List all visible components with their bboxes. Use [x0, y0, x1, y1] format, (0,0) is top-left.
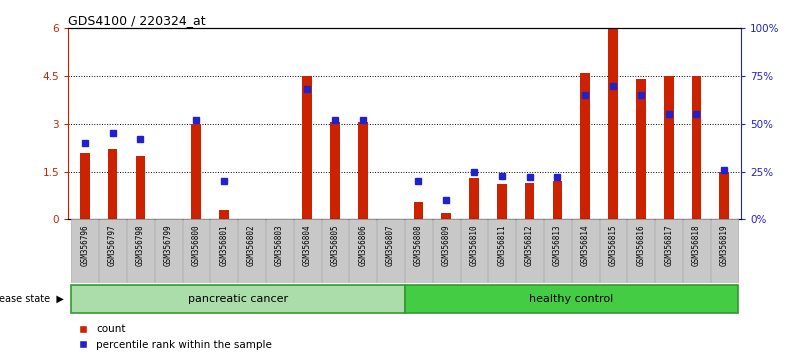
FancyBboxPatch shape [183, 219, 209, 283]
Text: GSM356801: GSM356801 [219, 224, 228, 266]
Text: GSM356814: GSM356814 [581, 224, 590, 266]
Text: GSM356811: GSM356811 [497, 224, 506, 266]
FancyBboxPatch shape [294, 219, 320, 283]
Text: GDS4100 / 220324_at: GDS4100 / 220324_at [68, 14, 206, 27]
FancyBboxPatch shape [711, 219, 738, 283]
Bar [719, 172, 729, 219]
Text: GSM356800: GSM356800 [191, 224, 200, 266]
Text: GSM356799: GSM356799 [163, 224, 173, 266]
FancyBboxPatch shape [600, 219, 626, 283]
FancyBboxPatch shape [461, 219, 487, 283]
FancyBboxPatch shape [322, 219, 348, 283]
Bar [691, 76, 702, 219]
FancyBboxPatch shape [377, 219, 404, 283]
Text: GSM356804: GSM356804 [303, 224, 312, 266]
FancyBboxPatch shape [71, 219, 98, 283]
Text: GSM356813: GSM356813 [553, 224, 562, 266]
Legend: count, percentile rank within the sample: count, percentile rank within the sample [74, 320, 276, 354]
FancyBboxPatch shape [489, 219, 515, 283]
FancyBboxPatch shape [627, 219, 654, 283]
Text: disease state  ▶: disease state ▶ [0, 294, 64, 304]
FancyBboxPatch shape [517, 219, 543, 283]
FancyBboxPatch shape [266, 219, 292, 283]
Bar [330, 122, 340, 219]
Text: GSM356797: GSM356797 [108, 224, 117, 266]
Text: GSM356819: GSM356819 [720, 224, 729, 266]
FancyBboxPatch shape [70, 285, 405, 314]
Text: GSM356817: GSM356817 [664, 224, 673, 266]
Bar [80, 153, 90, 219]
Bar [358, 122, 368, 219]
FancyBboxPatch shape [349, 219, 376, 283]
FancyBboxPatch shape [405, 285, 739, 314]
Text: GSM356798: GSM356798 [136, 224, 145, 266]
Text: GSM356803: GSM356803 [275, 224, 284, 266]
Text: GSM356818: GSM356818 [692, 224, 701, 266]
FancyBboxPatch shape [572, 219, 598, 283]
FancyBboxPatch shape [211, 219, 237, 283]
FancyBboxPatch shape [99, 219, 126, 283]
Bar [581, 73, 590, 219]
FancyBboxPatch shape [683, 219, 710, 283]
Text: GSM356806: GSM356806 [358, 224, 368, 266]
Bar [525, 183, 534, 219]
Bar [553, 181, 562, 219]
Bar [219, 210, 228, 219]
Text: pancreatic cancer: pancreatic cancer [187, 294, 288, 304]
Text: healthy control: healthy control [529, 294, 614, 304]
Bar [135, 156, 145, 219]
FancyBboxPatch shape [655, 219, 682, 283]
Bar [413, 202, 423, 219]
Text: GSM356805: GSM356805 [331, 224, 340, 266]
FancyBboxPatch shape [238, 219, 265, 283]
Text: GSM356808: GSM356808 [414, 224, 423, 266]
Bar [441, 213, 451, 219]
Text: GSM356810: GSM356810 [469, 224, 478, 266]
Bar [664, 76, 674, 219]
Text: GSM356815: GSM356815 [609, 224, 618, 266]
Text: GSM356807: GSM356807 [386, 224, 395, 266]
Text: GSM356809: GSM356809 [441, 224, 451, 266]
Bar [469, 178, 479, 219]
Text: GSM356796: GSM356796 [80, 224, 89, 266]
Bar [191, 124, 201, 219]
FancyBboxPatch shape [127, 219, 154, 283]
Text: GSM356802: GSM356802 [247, 224, 256, 266]
FancyBboxPatch shape [544, 219, 571, 283]
Bar [302, 76, 312, 219]
FancyBboxPatch shape [433, 219, 460, 283]
Bar [107, 149, 118, 219]
Bar [608, 28, 618, 219]
FancyBboxPatch shape [155, 219, 182, 283]
Bar [636, 79, 646, 219]
Text: GSM356812: GSM356812 [525, 224, 534, 266]
FancyBboxPatch shape [405, 219, 432, 283]
Text: GSM356816: GSM356816 [636, 224, 646, 266]
Bar [497, 184, 507, 219]
